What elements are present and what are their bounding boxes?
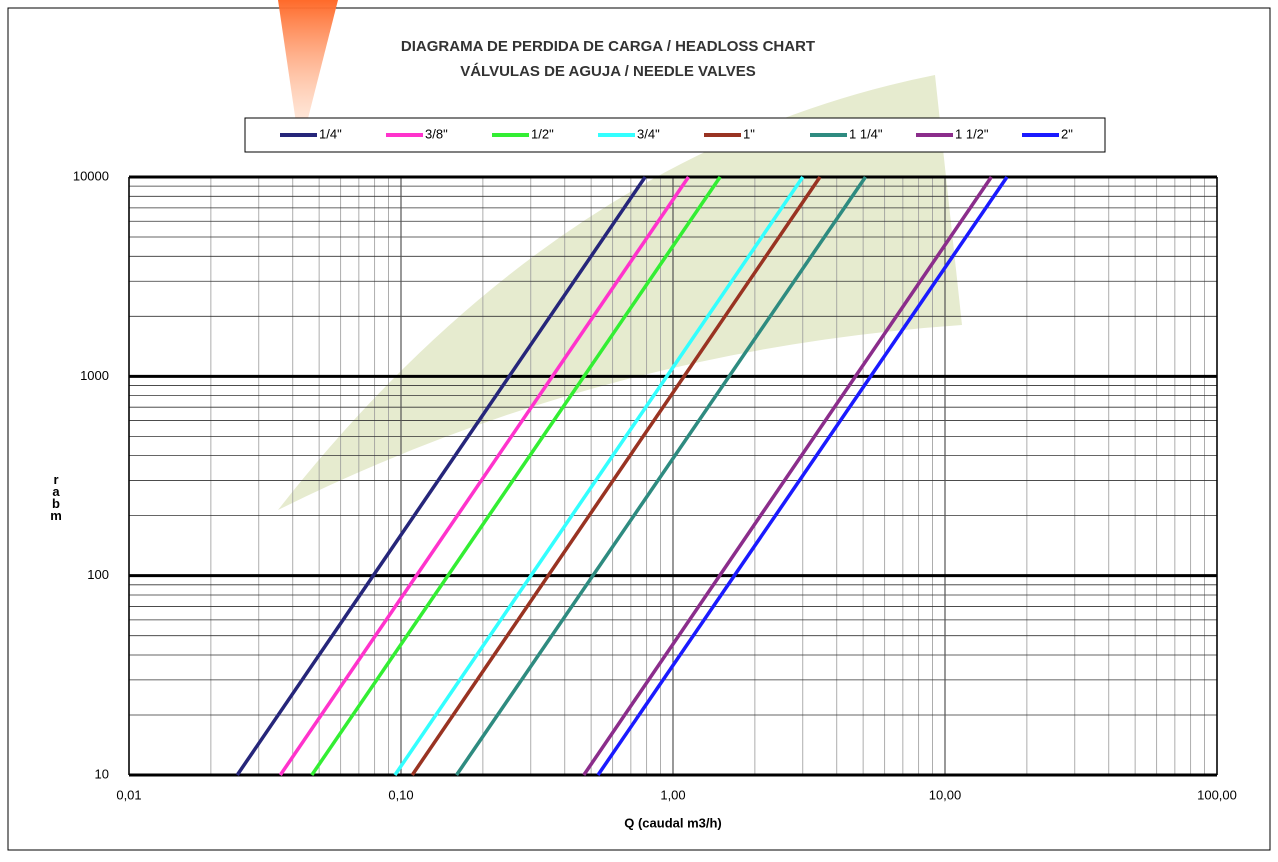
y-tick-label: 1000: [80, 368, 109, 383]
x-tick-label: 0,01: [116, 787, 141, 802]
y-tick-label: 100: [87, 567, 109, 582]
chart-title: DIAGRAMA DE PERDIDA DE CARGA / HEADLOSS …: [401, 38, 815, 55]
legend-label: 1/4": [319, 126, 342, 141]
y-tick-label: 10000: [73, 168, 109, 183]
legend-label: 1 1/4": [849, 126, 883, 141]
y-tick-label: 10: [95, 766, 109, 781]
x-tick-label: 100,00: [1197, 787, 1237, 802]
x-tick-label: 0,10: [388, 787, 413, 802]
legend-label: 3/4": [637, 126, 660, 141]
legend-label: 1 1/2": [955, 126, 989, 141]
x-tick-label: 1,00: [660, 787, 685, 802]
x-axis-label: Q (caudal m3/h): [624, 815, 722, 830]
chart-subtitle: VÁLVULAS DE AGUJA / NEEDLE VALVES: [460, 63, 756, 80]
y-axis-label: rabm: [49, 472, 64, 520]
chart: DIAGRAMA DE PERDIDA DE CARGA / HEADLOSS …: [0, 0, 1278, 857]
legend-label: 1": [743, 126, 755, 141]
legend-label: 1/2": [531, 126, 554, 141]
legend-label: 3/8": [425, 126, 448, 141]
x-tick-label: 10,00: [929, 787, 962, 802]
legend-label: 2": [1061, 126, 1073, 141]
